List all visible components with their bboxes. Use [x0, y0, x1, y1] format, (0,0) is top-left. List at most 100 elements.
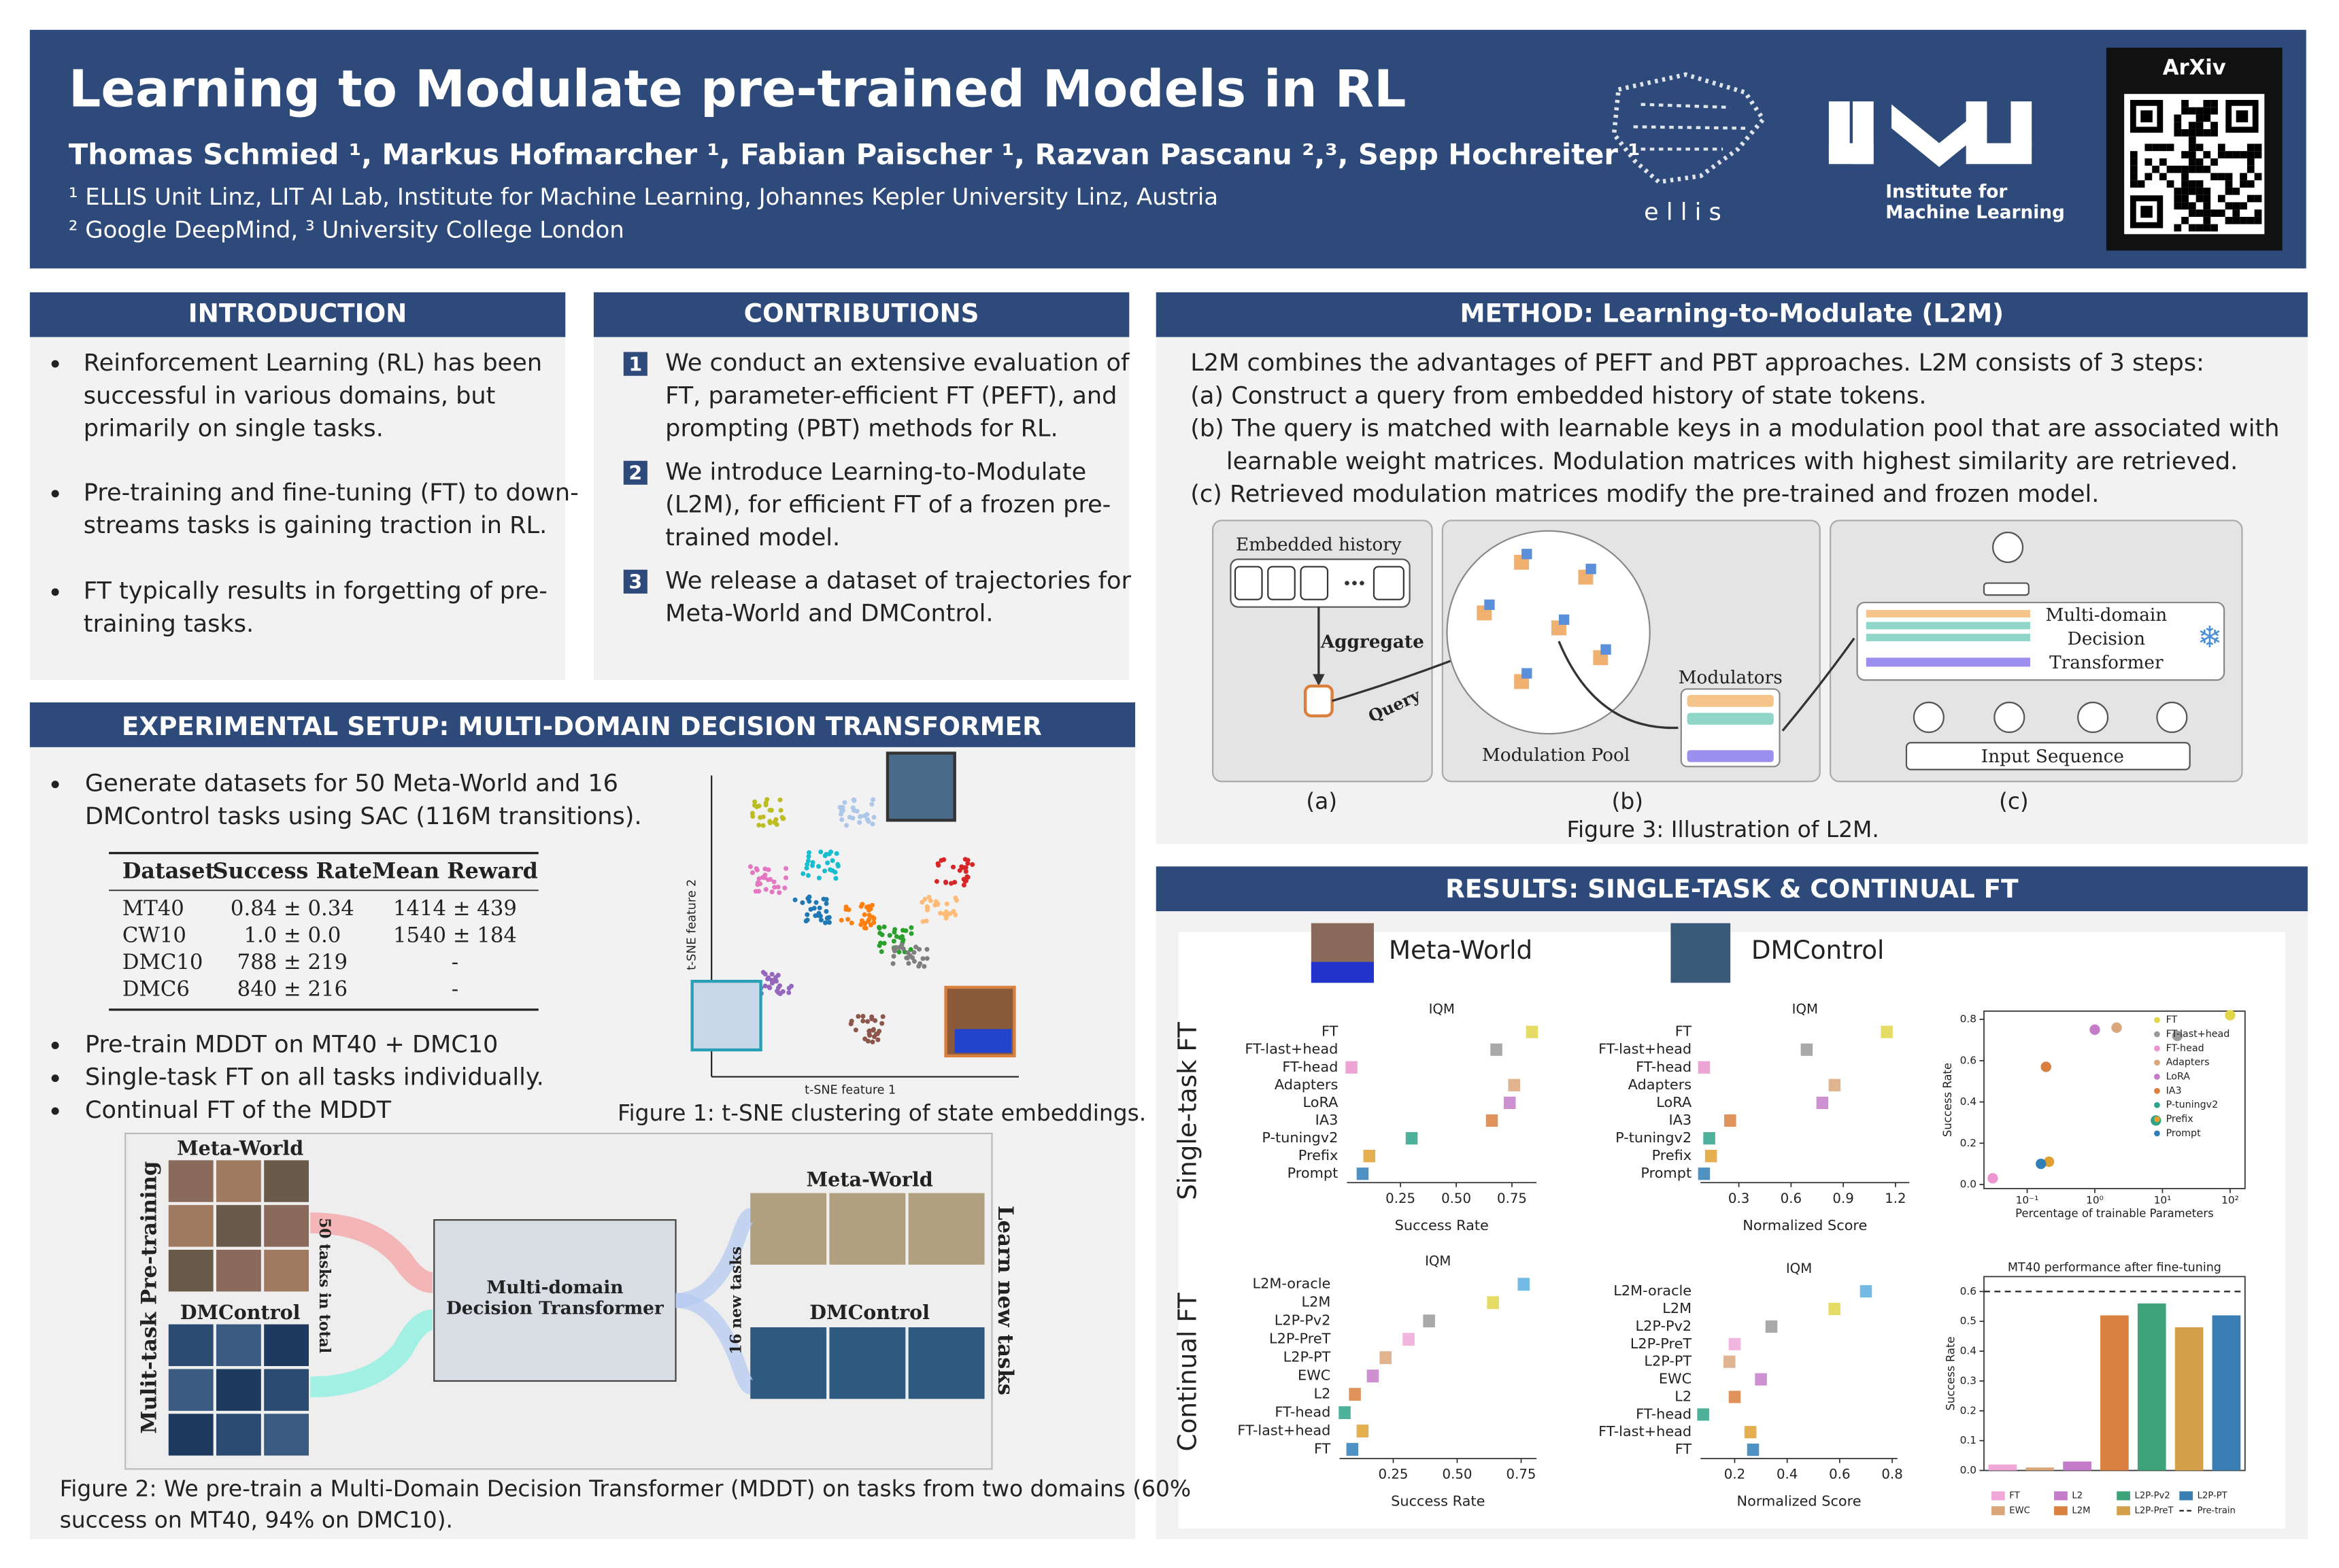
x-tick-label: 0.25	[1385, 1191, 1415, 1206]
table-cell: DMC10	[122, 951, 203, 974]
tsne-point	[803, 919, 809, 924]
body-text: Generate datasets for 50 Meta-World and …	[85, 770, 618, 798]
tsne-point	[846, 907, 852, 913]
tsne-point	[869, 902, 875, 908]
legend-label: FT	[2009, 1490, 2020, 1501]
qr-bit	[2181, 165, 2189, 173]
table-cell: DMC6	[122, 977, 190, 1001]
tsne-point	[813, 900, 819, 905]
bar	[1503, 1096, 1516, 1110]
scatter-point	[2040, 1061, 2051, 1072]
bar	[1723, 1355, 1736, 1368]
body-text: Pre-train MDDT on MT40 + DMC10	[85, 1030, 498, 1058]
body-text: We introduce Learning-to-Modulate	[665, 458, 1086, 485]
legend-swatch	[2117, 1491, 2130, 1501]
tsne-point	[833, 876, 839, 881]
tsne-point	[849, 920, 854, 925]
tsne-point	[775, 884, 781, 889]
qr-bit	[2130, 151, 2138, 158]
y-tick-label: 0.6	[1960, 1285, 1976, 1297]
y-tick-label: FT-last+head	[1598, 1423, 1692, 1439]
body-text: FT, parameter-efficient FT (PEFT), and	[665, 381, 1117, 409]
x-tick-label: 10⁰	[2086, 1194, 2104, 1206]
tsne-point	[784, 875, 789, 881]
tsne-point	[747, 864, 753, 870]
heading-bar	[29, 702, 1136, 747]
bar	[1744, 1426, 1757, 1439]
arxiv-label: ArXiv	[2163, 56, 2226, 80]
qr-bit	[2225, 180, 2233, 188]
qr-bit	[2217, 151, 2225, 158]
env-tile	[216, 1249, 261, 1292]
legend-swatch	[2154, 1031, 2160, 1038]
tsne-point	[962, 879, 968, 884]
legend-label: P-tuningv2	[2166, 1100, 2219, 1110]
qr-bit	[2130, 158, 2138, 166]
tsne-point	[943, 880, 949, 885]
qr-bit	[2247, 158, 2255, 166]
qr-bit	[2181, 99, 2189, 107]
qr-bit	[2203, 216, 2211, 224]
tsne-point	[962, 857, 968, 862]
qr-bit	[2181, 216, 2189, 224]
tsne-point	[922, 896, 928, 902]
row-label: Continual FT	[1173, 1293, 1202, 1451]
figure-label: DMControl	[180, 1301, 301, 1324]
body-text: successful in various domains, but	[84, 381, 496, 409]
column-label: DMControl	[1751, 935, 1885, 965]
legend-label: LoRA	[2166, 1072, 2191, 1083]
tsne-point	[818, 849, 824, 855]
qr-bit	[2203, 224, 2211, 232]
figure-3: ❄	[1212, 519, 2243, 783]
tsne-point	[911, 959, 917, 964]
bar	[2212, 1315, 2241, 1471]
qr-bit	[2188, 224, 2196, 232]
body-text: DMControl tasks using SAC (116M transiti…	[85, 802, 642, 830]
metaworld-thumb	[1311, 961, 1374, 983]
qr-bit	[2247, 194, 2255, 203]
bar	[1339, 1406, 1351, 1420]
tsne-point	[868, 906, 873, 912]
qr-bit	[2217, 173, 2225, 181]
tsne-point	[786, 990, 792, 995]
qr-bit	[2195, 187, 2204, 195]
section-heading: METHOD: Learning-to-Modulate (L2M)	[1460, 298, 2004, 328]
tsne-point	[871, 1027, 876, 1032]
chart-title: IQM	[1429, 1001, 1455, 1017]
legend-label: L2P-PreT	[2135, 1505, 2174, 1516]
tsne-point	[881, 924, 887, 930]
tsne-point	[756, 889, 762, 894]
qr-bit	[2188, 129, 2196, 137]
qr-bit	[2144, 173, 2153, 181]
legend-label: IA3	[2166, 1085, 2182, 1096]
y-tick-label: FT-last+head	[1237, 1422, 1330, 1439]
bar	[1800, 1043, 1813, 1056]
x-tick-label: 0.25	[1379, 1467, 1409, 1482]
tsne-point	[780, 989, 786, 994]
env-tile	[168, 1324, 214, 1367]
tsne-point	[778, 808, 784, 813]
qr-bit	[2210, 99, 2218, 107]
figure-label: Multi-domain	[2045, 605, 2167, 626]
tsne-point	[760, 874, 766, 880]
legend-label: EWC	[2009, 1505, 2030, 1516]
y-tick-label: Prompt	[1640, 1165, 1692, 1181]
qr-bit	[2254, 151, 2262, 158]
heading-bar	[593, 292, 1130, 337]
tsne-point	[824, 901, 829, 906]
tsne-point	[852, 798, 857, 803]
legend-swatch	[2154, 1087, 2160, 1094]
bullet	[51, 1107, 59, 1115]
tsne-point	[845, 917, 851, 922]
qr-bit	[2188, 180, 2196, 188]
body-text: prompting (PBT) methods for RL.	[665, 415, 1058, 443]
section-heading: CONTRIBUTIONS	[744, 298, 979, 328]
qr-bit	[2188, 187, 2196, 195]
qr-bit	[2210, 107, 2218, 115]
tsne-point	[810, 859, 815, 865]
qr-bit	[2232, 187, 2240, 195]
tsne-point	[867, 1028, 873, 1034]
y-tick-label: 0.0	[1960, 1178, 1976, 1190]
tsne-point	[906, 961, 911, 966]
tsne-point	[774, 822, 779, 828]
